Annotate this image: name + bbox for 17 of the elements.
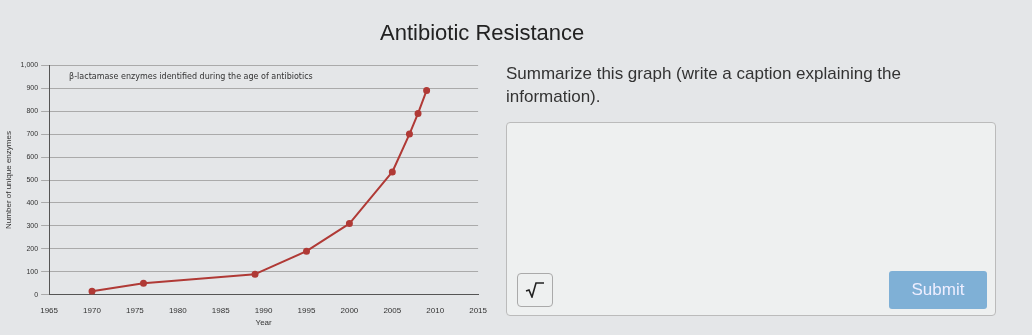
text: β-lactamase enzymes identified during the age of antibiotics: [69, 72, 313, 82]
text: Submit: [889, 271, 987, 309]
y-axis-title: Number of unique enzymes: [4, 131, 13, 229]
text: Summarize this graph (write a caption explaining the information).: [506, 63, 902, 108]
x-tick-label: 1970: [83, 305, 102, 315]
x-tick-label: 1985: [211, 305, 231, 315]
x-tick-label: 1975: [126, 305, 145, 315]
x-tick-label: 1990: [254, 305, 274, 315]
x-tick-label: 1965: [40, 305, 59, 315]
chart-title: Antibiotic Resistance: [380, 20, 585, 46]
x-tick-label: 2000: [340, 305, 359, 315]
x-tick-label: 1995: [297, 305, 316, 315]
x-tick-label: 2005: [383, 305, 402, 315]
x-tick-label: 2015: [469, 305, 488, 315]
x-tick-label: 2010: [426, 305, 445, 315]
x-tick-label: 1980: [168, 305, 188, 315]
x-axis-title: Year: [255, 318, 273, 328]
